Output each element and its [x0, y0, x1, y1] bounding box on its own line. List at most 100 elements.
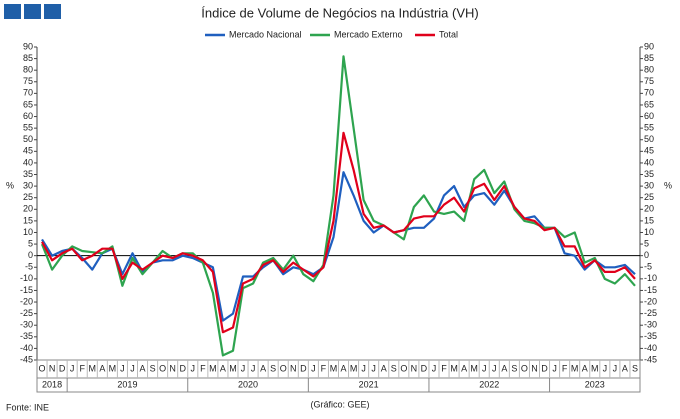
x-tick-label: S	[270, 363, 276, 373]
y2-tick-label: -40	[644, 343, 657, 353]
x-tick-label: J	[613, 363, 618, 373]
x-tick-label: M	[229, 363, 237, 373]
x-tick-label: M	[330, 363, 338, 373]
year-label: 2023	[585, 379, 605, 389]
y2-tick-label: -10	[644, 273, 657, 283]
x-tick-label: F	[441, 363, 447, 373]
y2-tick-label: 10	[644, 227, 654, 237]
source: Fonte: INE	[6, 402, 49, 412]
x-tick-label: M	[89, 363, 97, 373]
y-tick-label: 30	[23, 180, 33, 190]
x-tick-label: J	[361, 363, 366, 373]
x-tick-label: O	[280, 363, 287, 373]
x-tick-label: A	[381, 363, 387, 373]
y2-axis-label: %	[664, 180, 672, 190]
x-tick-label: N	[49, 363, 56, 373]
y-tick-label: 50	[23, 134, 33, 144]
x-tick-label: J	[552, 363, 557, 373]
logo-block	[24, 4, 41, 19]
x-tick-label: M	[109, 363, 117, 373]
x-tick-label: M	[350, 363, 358, 373]
y2-tick-label: 0	[644, 250, 649, 260]
y-tick-label: 75	[23, 76, 33, 86]
x-tick-label: A	[622, 363, 628, 373]
x-tick-label: M	[571, 363, 579, 373]
y2-tick-label: 15	[644, 215, 654, 225]
x-tick-label: J	[241, 363, 246, 373]
y-tick-label: 70	[23, 88, 33, 98]
legend-label: Mercado Externo	[334, 29, 403, 39]
x-tick-label: D	[421, 363, 428, 373]
y-tick-label: -30	[20, 320, 33, 330]
y2-tick-label: -5	[644, 262, 652, 272]
x-tick-label: A	[501, 363, 507, 373]
y-tick-label: 15	[23, 215, 33, 225]
x-tick-label: A	[140, 363, 146, 373]
y-tick-label: 45	[23, 146, 33, 156]
x-tick-label: O	[400, 363, 407, 373]
credit: (Gráfico: GEE)	[310, 399, 369, 409]
x-tick-label: D	[300, 363, 307, 373]
series-line	[41, 171, 636, 322]
x-tick-label: A	[341, 363, 347, 373]
y-tick-label: -25	[20, 308, 33, 318]
y2-tick-label: 35	[644, 169, 654, 179]
y2-tick-label: 80	[644, 65, 654, 75]
x-tick-label: O	[521, 363, 528, 373]
x-tick-label: S	[391, 363, 397, 373]
y-tick-label: 10	[23, 227, 33, 237]
y-tick-label: 90	[23, 41, 33, 51]
x-tick-label: M	[470, 363, 478, 373]
x-tick-label: J	[120, 363, 125, 373]
y2-tick-label: 60	[644, 111, 654, 121]
y2-tick-label: -20	[644, 296, 657, 306]
y-tick-label: 0	[28, 250, 33, 260]
y2-tick-label: 30	[644, 180, 654, 190]
x-tick-label: A	[461, 363, 467, 373]
x-tick-label: D	[59, 363, 66, 373]
year-label: 2019	[117, 379, 137, 389]
y2-tick-label: 90	[644, 41, 654, 51]
y-tick-label: 85	[23, 53, 33, 63]
x-tick-label: J	[603, 363, 608, 373]
y2-tick-label: -45	[644, 354, 657, 364]
x-tick-label: F	[562, 363, 568, 373]
x-tick-label: J	[492, 363, 497, 373]
y-axis-label: %	[6, 180, 14, 190]
x-tick-label: J	[432, 363, 437, 373]
x-tick-label: A	[260, 363, 266, 373]
y2-tick-label: -25	[644, 308, 657, 318]
logo-block	[44, 4, 61, 19]
x-tick-label: D	[179, 363, 186, 373]
y2-tick-label: 75	[644, 76, 654, 86]
y-tick-label: -10	[20, 273, 33, 283]
x-tick-label: J	[191, 363, 196, 373]
x-tick-label: J	[70, 363, 75, 373]
logo-block	[4, 4, 21, 19]
y2-tick-label: 5	[644, 238, 649, 248]
y-tick-label: 5	[28, 238, 33, 248]
y-tick-label: 55	[23, 123, 33, 133]
y2-tick-label: 65	[644, 99, 654, 109]
x-tick-label: M	[591, 363, 599, 373]
x-tick-label: N	[290, 363, 297, 373]
y-tick-label: 80	[23, 65, 33, 75]
y2-tick-label: 45	[644, 146, 654, 156]
year-label: 2022	[479, 379, 499, 389]
x-tick-label: A	[582, 363, 588, 373]
x-tick-label: S	[511, 363, 517, 373]
legend-label: Total	[439, 29, 458, 39]
series-line	[41, 131, 636, 334]
x-tick-label: J	[482, 363, 487, 373]
chart-title: Índice de Volume de Negócios na Indústri…	[201, 5, 479, 20]
x-tick-label: O	[39, 363, 46, 373]
x-tick-label: N	[411, 363, 418, 373]
y2-tick-label: -15	[644, 285, 657, 295]
year-label: 2021	[359, 379, 379, 389]
y2-tick-label: 70	[644, 88, 654, 98]
x-tick-label: S	[150, 363, 156, 373]
x-tick-label: A	[99, 363, 105, 373]
y-tick-label: 25	[23, 192, 33, 202]
x-tick-label: J	[130, 363, 135, 373]
y-tick-label: -20	[20, 296, 33, 306]
